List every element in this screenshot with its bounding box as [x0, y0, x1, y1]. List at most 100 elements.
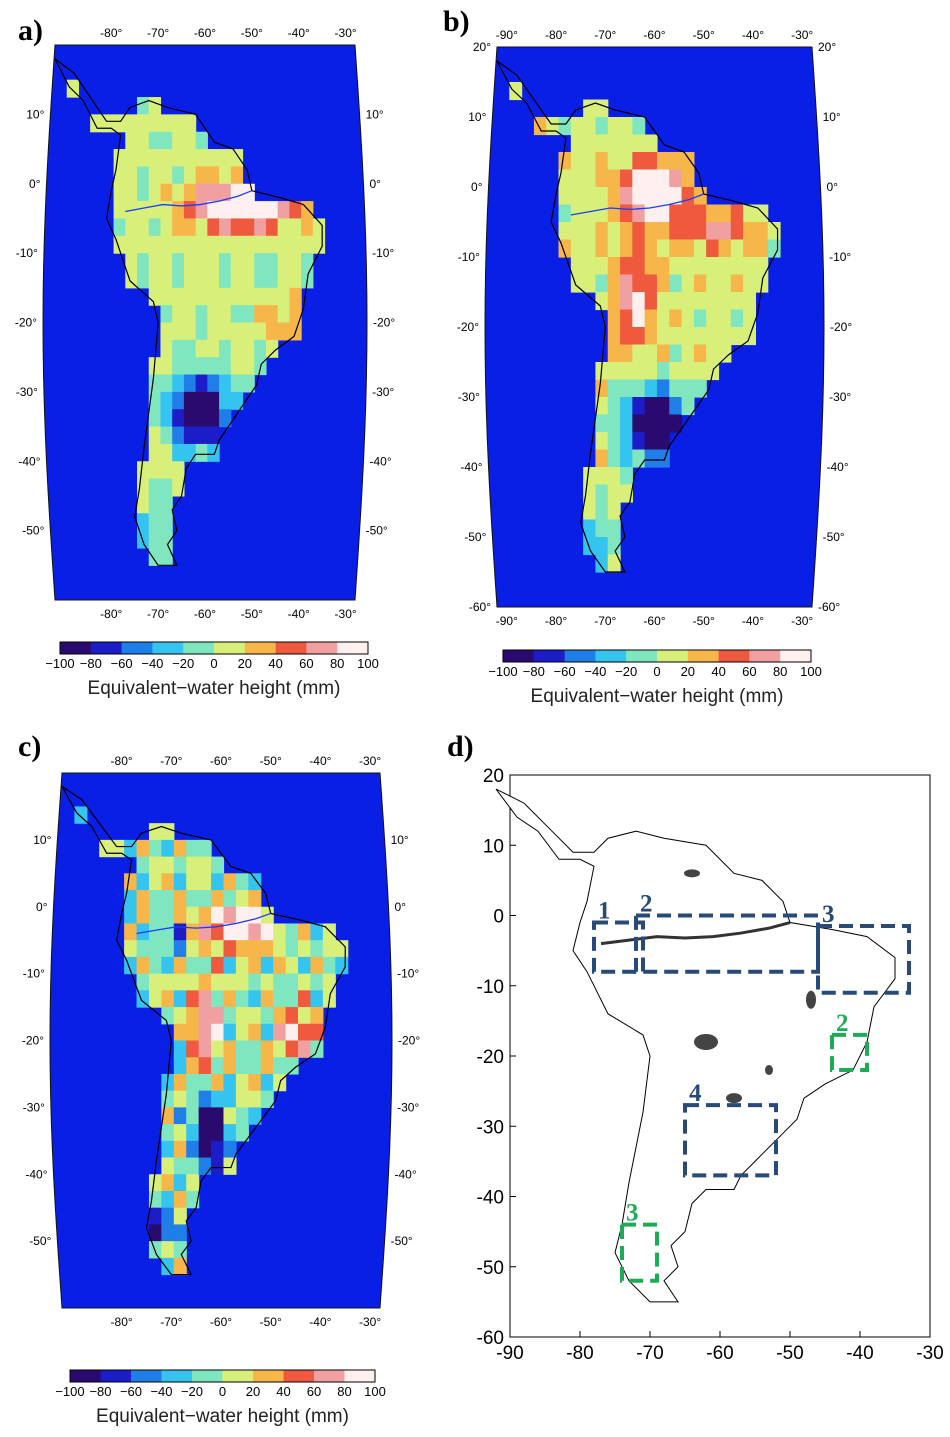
grid-cell: [656, 432, 670, 451]
grid-cell: [172, 322, 185, 341]
grid-cell: [681, 344, 695, 363]
lat-tick-left: -50°: [29, 1234, 51, 1248]
lon-tick-top: -70°: [147, 26, 169, 40]
grid-cell: [706, 257, 720, 276]
lat-tick-right: -10°: [397, 967, 419, 981]
grid-cell: [223, 1073, 237, 1092]
grid-cell: [160, 495, 173, 514]
grid-cell: [595, 519, 609, 538]
grid-cell: [743, 204, 756, 223]
colorbar-tick: 0: [219, 1384, 226, 1399]
region-box-green-label: 2: [836, 1010, 849, 1037]
lon-tick-bottom: -50°: [260, 1315, 282, 1329]
colorbar-swatch: [749, 650, 781, 662]
grid-cell: [161, 1157, 175, 1175]
grid-cell: [219, 253, 232, 272]
grid-cell: [160, 235, 173, 254]
grid-cell: [161, 1007, 175, 1025]
grid-cell: [160, 426, 173, 445]
grid-cell: [230, 339, 244, 358]
lon-tick-bottom: -30°: [335, 607, 357, 621]
grid-cell: [173, 990, 187, 1008]
grid-cell: [595, 169, 609, 188]
colorbar-tick: −40: [150, 1384, 172, 1399]
grid-cell: [223, 1157, 237, 1175]
grid-cell: [148, 218, 162, 237]
grid-cell: [186, 1124, 200, 1142]
colorbar-tick: −80: [80, 656, 102, 671]
grid-cell: [595, 449, 609, 468]
grid-cell: [681, 239, 695, 258]
grid-cell: [235, 923, 249, 941]
grid-cell: [242, 183, 255, 202]
coastline: [496, 60, 779, 573]
grid-cell: [260, 940, 274, 958]
grid-cell: [254, 287, 267, 306]
grid-cell: [113, 201, 126, 220]
grid-cell: [161, 1224, 175, 1242]
grid-cell: [656, 344, 670, 363]
colorbar-tick: −40: [584, 664, 606, 679]
grid-cell: [706, 239, 720, 258]
grid-cell: [113, 183, 126, 202]
grid-cell: [173, 1224, 187, 1242]
grid-cell: [730, 292, 744, 311]
lat-tick-right: 10°: [366, 107, 384, 121]
lat-tick-left: -20°: [457, 320, 479, 334]
grid-cell: [277, 201, 290, 220]
grid-cell: [277, 305, 290, 324]
grid-cell: [285, 1057, 299, 1075]
grid-cell: [285, 990, 299, 1008]
grid-cell: [230, 322, 244, 341]
grid-cell: [595, 187, 609, 206]
lat-tick-left: -50°: [22, 524, 44, 538]
grid-cell: [219, 357, 232, 376]
grid-cell: [632, 222, 646, 241]
grid-cell: [620, 379, 633, 398]
region-box-green: [620, 1222, 659, 1283]
grid-cell: [607, 327, 621, 346]
grid-cell: [198, 1124, 212, 1142]
grid-cell: [137, 114, 150, 133]
lon-tick-top: -60°: [194, 26, 216, 40]
grid-cell: [223, 1090, 237, 1108]
lat-tick-right: -20°: [830, 320, 852, 334]
grid-cell: [160, 391, 173, 410]
colorbar-tick: 80: [330, 656, 344, 671]
grid-cell: [137, 166, 150, 185]
grid-cell: [248, 956, 262, 975]
map-panel-c: -80° -80° -70° -70° -60° -60° -50° -50° -40° -40°…: [22, 754, 421, 1329]
grid-cell: [207, 409, 220, 428]
grid-cell: [219, 235, 232, 254]
grid-cell: [136, 973, 150, 991]
grid-cell: [160, 287, 173, 306]
lon-tick-top: -40°: [742, 28, 764, 42]
grid-cell: [207, 426, 220, 445]
colorbar-swatch: [192, 1370, 223, 1382]
lat-tick-left: -10°: [16, 246, 38, 260]
lon-tick-bottom: -60°: [194, 607, 216, 621]
grid-cell: [310, 940, 324, 958]
grid-cell: [644, 397, 658, 416]
grid-cell: [148, 1224, 162, 1242]
grid-cell: [607, 274, 621, 293]
grid-cell: [301, 201, 314, 220]
grid-cell: [148, 131, 162, 150]
grid-cell: [186, 1140, 200, 1159]
grid-cell: [620, 117, 633, 136]
grid-cell: [195, 409, 208, 428]
lat-tick-left: 20°: [473, 40, 491, 54]
grid-cell: [172, 443, 185, 462]
grid-cell: [136, 856, 150, 874]
grid-cell: [693, 309, 707, 328]
grid-cell: [583, 537, 597, 556]
colorbar-swatch: [718, 650, 750, 662]
grid-cell: [195, 426, 208, 445]
lat-tick-left: -10°: [458, 250, 480, 264]
grid-cell: [298, 956, 312, 975]
grid-cell: [322, 973, 336, 991]
colorbar-tick: −20: [181, 1384, 203, 1399]
grid-cell: [230, 287, 244, 306]
grid-cell: [583, 274, 597, 293]
